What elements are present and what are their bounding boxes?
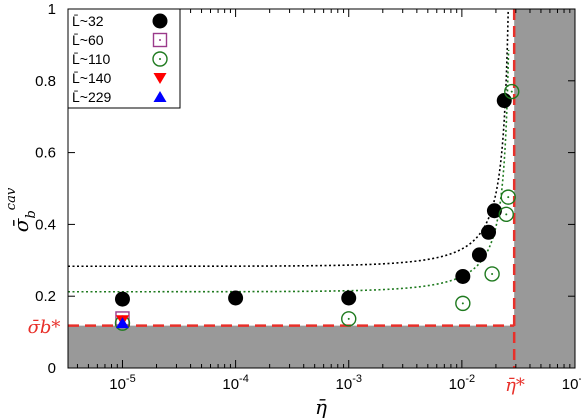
data-point-s0-6 xyxy=(486,203,502,219)
shaded-region-bottom xyxy=(68,325,575,368)
data-point-s4-0 xyxy=(115,317,129,329)
legend-marker-0 xyxy=(152,13,168,29)
data-point-s2-3 xyxy=(484,266,500,282)
plot-frame xyxy=(67,8,576,369)
axis-ticks: 0 0.2 0.4 0.6 0.8 1 10-5 10-4 10-3 10-2 10-1 xyxy=(35,1,581,393)
data-point-s0-1 xyxy=(228,290,244,306)
data-point-s0-4 xyxy=(471,247,487,263)
legend-marker-2 xyxy=(152,51,168,67)
y-tick-label-1: 0.2 xyxy=(35,288,56,305)
fit-curves xyxy=(68,9,510,293)
data-markers xyxy=(114,83,520,331)
y-tick-label-4: 0.8 xyxy=(35,73,56,90)
eta-star-label: η̄* xyxy=(505,375,525,396)
legend: L̄~32 L̄~60 L̄~110 L̄~140 L̄~229 xyxy=(67,8,181,109)
x-tick-label-4: 10-1 xyxy=(562,373,581,393)
fit-curve-1 xyxy=(68,49,510,293)
legend-label-2: L̄~110 xyxy=(72,51,110,67)
data-point-s2-5 xyxy=(500,189,516,205)
legend-marker-1 xyxy=(152,32,168,48)
x-tick-label-1: 10-4 xyxy=(222,373,248,393)
data-point-s2-4 xyxy=(498,206,514,223)
data-point-s0-7 xyxy=(496,93,512,109)
x-axis-label: η̄ xyxy=(315,395,327,419)
y-axis-label-sub: b xyxy=(24,210,39,218)
forbidden-region xyxy=(68,9,575,368)
y-axis-label-base: σ̄ xyxy=(9,217,33,232)
y-axis-label-group: σ̄bcav xyxy=(4,187,39,232)
x-tick-label-0: 10-5 xyxy=(109,373,135,393)
data-point-s0-5 xyxy=(481,224,497,240)
data-point-s0-3 xyxy=(455,268,471,284)
x-tick-label-3: 10-2 xyxy=(449,373,475,393)
legend-label-0: L̄~32 xyxy=(72,13,104,29)
legend-label-3: L̄~140 xyxy=(72,70,112,86)
data-point-s2-6 xyxy=(504,83,520,100)
legend-label-4: L̄~229 xyxy=(72,89,112,105)
legend-marker-3 xyxy=(153,73,167,84)
y-tick-label-2: 0.4 xyxy=(35,216,56,233)
x-tick-label-2: 10-3 xyxy=(336,373,362,393)
svg-text:σ̄bcav: σ̄bcav xyxy=(4,187,39,232)
fit-curve-0 xyxy=(68,9,510,268)
data-point-s0-2 xyxy=(341,290,357,306)
y-axis-label-sup: cav xyxy=(4,187,19,210)
sigma-star-label: σ̄b* xyxy=(28,317,61,338)
legend-label-1: L̄~60 xyxy=(72,32,104,48)
shaded-region-right xyxy=(514,9,575,368)
data-point-s2-1 xyxy=(341,311,357,327)
data-point-s2-2 xyxy=(455,295,471,312)
y-tick-label-5: 1 xyxy=(48,1,56,18)
legend-marker-4 xyxy=(153,91,167,102)
threshold-lines xyxy=(68,9,516,368)
y-tick-label-3: 0.6 xyxy=(35,145,56,162)
y-tick-label-0: 0 xyxy=(48,360,56,377)
data-point-s0-0 xyxy=(114,291,130,307)
